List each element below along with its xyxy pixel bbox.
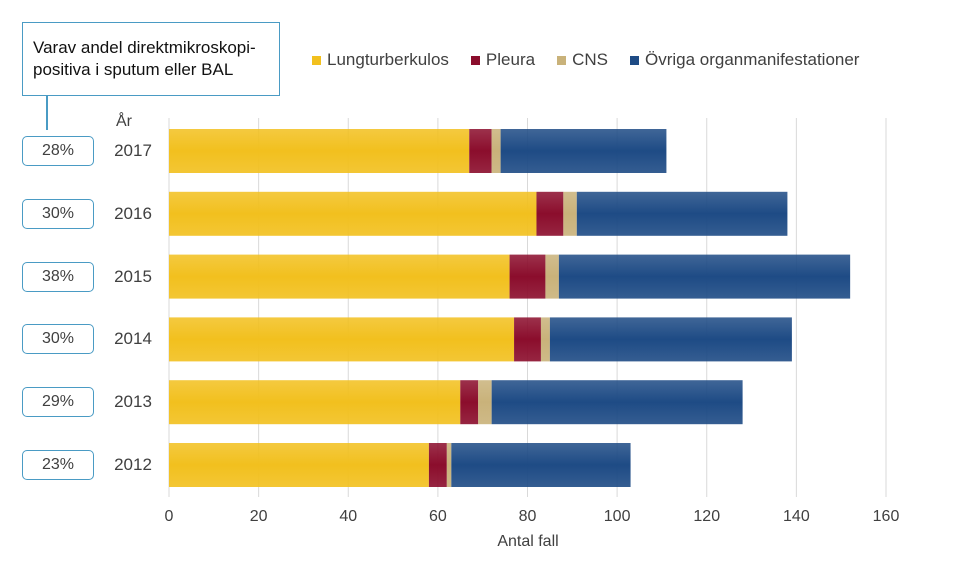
bar-2015-cns (545, 254, 559, 299)
bar-2013--vriga-organmanifestationer (491, 380, 743, 425)
legend-swatch (312, 55, 321, 65)
callout-connector (46, 96, 48, 130)
bar-2016-cns (563, 191, 577, 236)
bar-2013-cns (478, 380, 492, 425)
legend-label: CNS (572, 50, 608, 69)
legend-swatch (470, 55, 480, 65)
bar-2016-pleura (536, 191, 564, 236)
annotation-value-box: 28% (22, 136, 94, 166)
bar-2014-pleura (514, 317, 541, 362)
annotation-callout: Varav andel direktmikroskopi- positiva i… (22, 22, 280, 96)
x-tick-label: 160 (872, 508, 900, 525)
legend: Lungturberkulos Pleura CNS Övriga organm… (312, 50, 859, 70)
bar-2015--vriga-organmanifestationer (558, 254, 851, 299)
legend-item-ovriga: Övriga organmanifestationer (629, 50, 860, 70)
x-tick-label: 20 (249, 508, 268, 525)
legend-label: Lungturberkulos (327, 50, 449, 69)
bar-2014-cns (540, 317, 550, 362)
y-tick-label: 2017 (114, 141, 152, 160)
bar-2017-pleura (469, 129, 492, 173)
x-tick-label: 80 (518, 508, 537, 525)
y-tick-label: 2012 (114, 455, 152, 474)
y-tick-label: 2014 (114, 329, 152, 349)
legend-label: Pleura (485, 50, 536, 69)
bar-2017-lungturberkulos (169, 129, 470, 173)
legend-swatch (629, 55, 639, 65)
y-tick-label: 2013 (114, 392, 152, 412)
y-tick-label: 2016 (114, 203, 152, 223)
bar-2016--vriga-organmanifestationer (576, 191, 788, 236)
x-tick-label: 0 (164, 508, 174, 525)
x-tick-label: 100 (603, 508, 631, 525)
legend-item-pleura: Pleura (470, 50, 536, 70)
annotation-value-box: 38% (22, 261, 94, 292)
y-tick-label: 2015 (114, 266, 152, 286)
annotation-value-box: 30% (22, 198, 94, 229)
bar-2016-lungturberkulos (169, 191, 537, 236)
bar-2012-lungturberkulos (169, 443, 429, 487)
bar-2013-lungturberkulos (169, 380, 461, 425)
bar-2014--vriga-organmanifestationer (549, 317, 792, 362)
bar-2015-lungturberkulos (169, 254, 510, 299)
bar-2012-cns (446, 443, 452, 487)
bar-2012-pleura (428, 443, 447, 487)
annotation-value-box: 29% (22, 387, 94, 418)
bar-2014-lungturberkulos (169, 317, 515, 362)
legend-item-lungturberkulos: Lungturberkulos (312, 50, 449, 70)
bar-2013-pleura (460, 380, 479, 425)
x-tick-label: 120 (693, 508, 721, 525)
bar-2017--vriga-organmanifestationer (500, 129, 667, 173)
bar-2012--vriga-organmanifestationer (451, 443, 631, 487)
y-axis-title: År (116, 113, 132, 130)
x-tick-label: 140 (783, 508, 810, 525)
annotation-value-box: 30% (22, 324, 94, 355)
bar-2017-cns (491, 129, 501, 173)
x-tick-label: 60 (428, 508, 447, 525)
annotation-title-line1: Varav andel direktmikroskopi- (33, 38, 256, 57)
annotation-value-box: 23% (22, 450, 94, 480)
legend-label: Övriga organmanifestationer (644, 50, 860, 69)
x-axis-title: Antal fall (497, 533, 559, 550)
bar-2015-pleura (509, 254, 546, 299)
legend-item-cns: CNS (557, 50, 608, 70)
legend-swatch (557, 55, 567, 65)
x-tick-label: 40 (339, 508, 358, 525)
annotation-title-line2: positiva i sputum eller BAL (33, 60, 234, 79)
